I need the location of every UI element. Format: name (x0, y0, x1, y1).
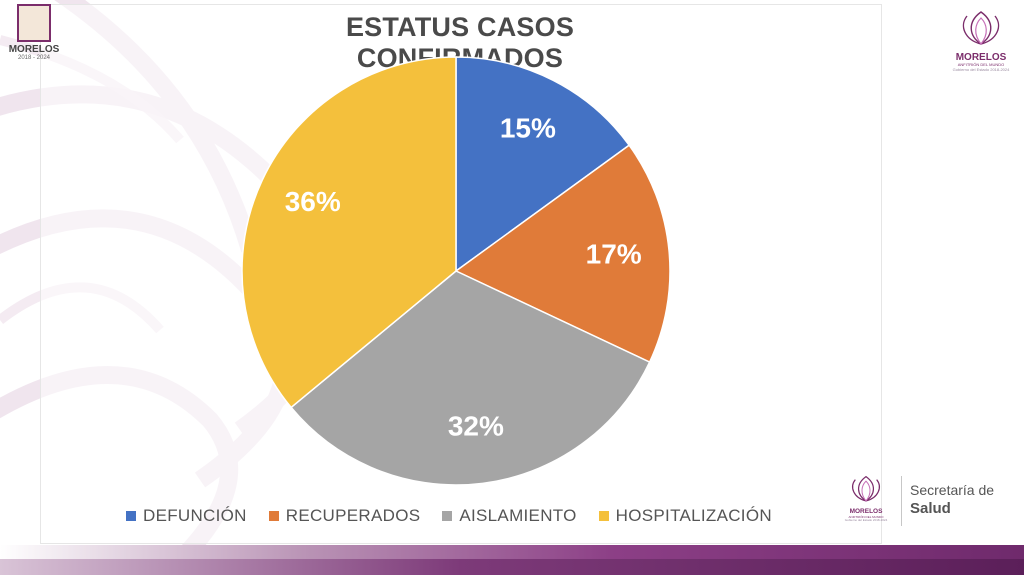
morelos-flower-logo: MORELOS ANFITRIÓN DEL MUNDO Gobierno del… (946, 6, 1016, 73)
pie-slice-hospitalizacion (241, 56, 457, 409)
legend-item-aislamiento: AISLAMIENTO (442, 506, 576, 526)
chart-legend: DEFUNCIÓN RECUPERADOS AISLAMIENTO HOSPIT… (126, 505, 772, 527)
pie-slice-aislamiento (290, 270, 651, 486)
flower-icon (962, 11, 1000, 45)
logo-name: MORELOS (955, 52, 1007, 63)
pie-slice-defuncion (455, 56, 631, 273)
pie-slice-recuperados (454, 144, 671, 364)
data-label-defuncion: 15% (500, 112, 556, 143)
footer-band-accent (0, 559, 1024, 575)
legend-item-recuperados: RECUPERADOS (268, 506, 421, 526)
salud-label: Salud (910, 500, 951, 517)
footer-divider (901, 476, 902, 526)
secretaria-label: Secretaría de (910, 482, 995, 498)
data-label-aislamiento: 32% (448, 411, 504, 442)
logo-subtitle: ANFITRIÓN DEL MUNDO (957, 62, 1005, 67)
data-label-recuperados: 17% (586, 238, 642, 269)
legend-swatch (126, 511, 136, 521)
legend-label: AISLAMIENTO (459, 506, 577, 525)
footer-morelos-logo: MORELOS ANFITRIÓN DEL MUNDO Gobierno del… (838, 472, 894, 523)
legend-swatch (268, 511, 279, 521)
legend-label: RECUPERADOS (285, 506, 421, 525)
data-label-hospitalizacion: 36% (285, 186, 341, 217)
legend-item-hospitalizacion: HOSPITALIZACIÓN (598, 506, 772, 526)
logo-subtitle: ANFITRIÓN DEL MUNDO (848, 514, 884, 519)
logo-name: MORELOS (849, 508, 883, 515)
flower-icon (852, 475, 880, 502)
badge-name: MORELOS (8, 44, 60, 55)
legend-swatch (598, 511, 609, 521)
logo-tagline: Gobierno del Estado 2018-2024 (844, 518, 888, 523)
badge-years: 2018 - 2024 (17, 55, 51, 61)
legend-item-defuncion: DEFUNCIÓN (126, 506, 247, 526)
legend-label: HOSPITALIZACIÓN (615, 506, 772, 525)
legend-label: DEFUNCIÓN (143, 506, 247, 525)
morelos-badge-logo: MORELOS 2018 - 2024 (6, 4, 62, 61)
shield-icon (17, 4, 51, 42)
logo-tagline: Gobierno del Estado 2018-2024 (952, 66, 1010, 72)
legend-swatch (442, 511, 453, 521)
